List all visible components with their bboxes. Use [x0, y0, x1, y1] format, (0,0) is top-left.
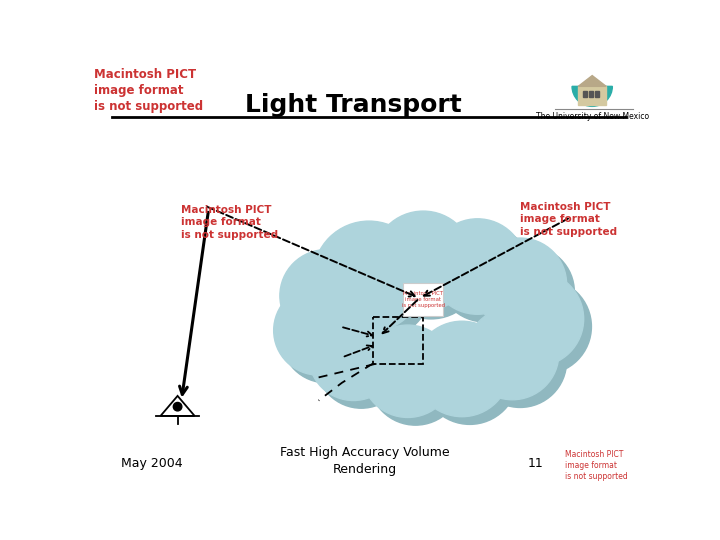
Bar: [589, 91, 593, 97]
Circle shape: [174, 402, 182, 411]
Text: Macintosh PICT
image format
is not supported: Macintosh PICT image format is not suppo…: [94, 68, 203, 113]
Wedge shape: [572, 86, 612, 106]
Text: Macintosh PICT
image format
is not supported: Macintosh PICT image format is not suppo…: [565, 450, 628, 481]
Circle shape: [482, 246, 575, 338]
Circle shape: [313, 221, 425, 332]
Circle shape: [361, 325, 454, 417]
Circle shape: [437, 226, 534, 322]
Circle shape: [381, 219, 482, 319]
Text: Macintosh PICT
image format
is not supported: Macintosh PICT image format is not suppo…: [402, 292, 445, 308]
Circle shape: [422, 329, 518, 424]
Text: Light Transport: Light Transport: [245, 93, 462, 117]
Circle shape: [474, 315, 567, 408]
Text: The University of New Mexico: The University of New Mexico: [536, 112, 649, 121]
Circle shape: [466, 307, 559, 400]
Circle shape: [495, 279, 591, 374]
Text: Macintosh PICT
image format
is not supported: Macintosh PICT image format is not suppo…: [181, 205, 279, 240]
Text: Fast High Accuracy Volume
Rendering: Fast High Accuracy Volume Rendering: [280, 447, 450, 476]
Circle shape: [321, 229, 433, 340]
Circle shape: [373, 211, 474, 311]
Circle shape: [487, 271, 584, 367]
Circle shape: [280, 249, 373, 342]
Text: 11: 11: [528, 457, 544, 470]
Circle shape: [316, 319, 406, 408]
Bar: [373, 318, 423, 363]
Circle shape: [282, 294, 372, 383]
Circle shape: [274, 286, 364, 375]
Bar: [578, 86, 606, 105]
Bar: [583, 91, 587, 97]
Circle shape: [414, 321, 510, 417]
Circle shape: [309, 311, 398, 401]
Circle shape: [474, 238, 567, 330]
Text: May 2004: May 2004: [121, 457, 183, 470]
Text: Macintosh PICT
image format
is not supported: Macintosh PICT image format is not suppo…: [520, 202, 617, 237]
Bar: [595, 91, 599, 97]
Circle shape: [369, 333, 462, 425]
Bar: [403, 284, 444, 316]
Polygon shape: [578, 76, 606, 86]
Circle shape: [429, 219, 526, 314]
Circle shape: [287, 257, 381, 350]
